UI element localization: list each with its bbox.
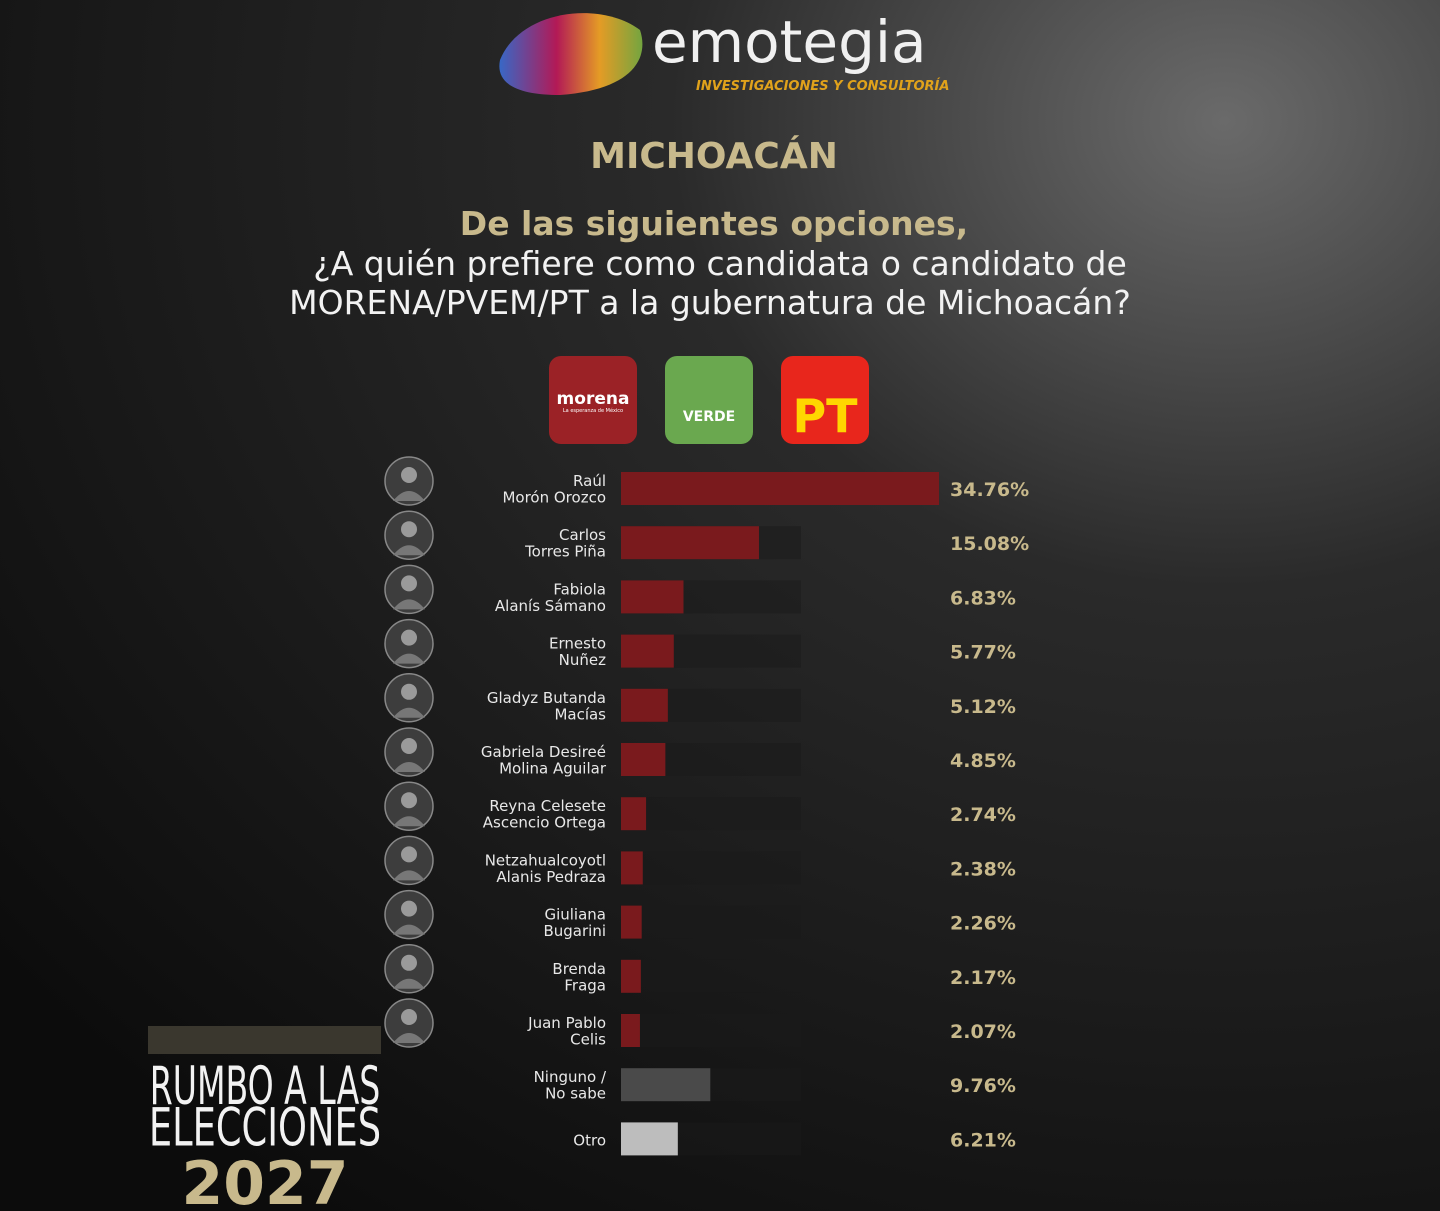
value-label: 34.76% bbox=[950, 479, 1029, 501]
avatar-head bbox=[401, 629, 417, 646]
bar bbox=[621, 905, 642, 939]
question-line: ¿A quién prefiere como candidata o candi… bbox=[313, 244, 1127, 283]
category-label: Alanís Sámano bbox=[495, 597, 606, 615]
avatar-body bbox=[393, 599, 425, 610]
footer-band bbox=[148, 1026, 381, 1054]
party-logo bbox=[549, 356, 637, 444]
avatar-body bbox=[393, 1033, 425, 1043]
avatar-body bbox=[393, 924, 425, 935]
category-label: Ascencio Ortega bbox=[483, 814, 606, 832]
category-label: No sabe bbox=[545, 1085, 606, 1103]
brand: emotegia bbox=[652, 8, 927, 76]
bar-track bbox=[621, 797, 801, 831]
avatar-body bbox=[393, 707, 425, 718]
value-label: 15.08% bbox=[950, 533, 1029, 555]
bar-track bbox=[621, 1014, 801, 1047]
category-label: Bugarini bbox=[543, 922, 606, 940]
avatar-head bbox=[401, 954, 417, 971]
party-logo bbox=[781, 356, 869, 444]
category-label: Reyna Celesete bbox=[489, 797, 606, 815]
avatar-body bbox=[393, 978, 425, 989]
category-label: Otro bbox=[573, 1131, 606, 1149]
bar bbox=[621, 1068, 711, 1102]
party-name: VERDE bbox=[683, 409, 735, 425]
category-label: Juan Pablo bbox=[527, 1014, 606, 1032]
category-label: Gabriela Desireé bbox=[481, 743, 606, 761]
party-logo bbox=[665, 356, 753, 444]
category-label: Netzahualcoyotl bbox=[485, 851, 606, 869]
category-label: Brenda bbox=[552, 960, 606, 978]
avatar-head bbox=[401, 1009, 417, 1025]
avatar-head bbox=[401, 683, 417, 700]
category-label: Fraga bbox=[564, 976, 606, 994]
category-label: Morón Orozco bbox=[502, 489, 606, 507]
avatar-body bbox=[393, 870, 425, 881]
value-label: 2.26% bbox=[950, 913, 1016, 935]
value-label: 2.17% bbox=[950, 967, 1016, 989]
category-label: Ernesto bbox=[549, 635, 606, 653]
value-label: 2.74% bbox=[950, 804, 1016, 826]
value-label: 2.38% bbox=[950, 858, 1016, 880]
avatar-body bbox=[393, 545, 425, 556]
footer-year: 2027 bbox=[182, 1149, 349, 1211]
avatar-body bbox=[393, 816, 425, 827]
bar bbox=[621, 526, 759, 560]
party-name: morena bbox=[557, 389, 630, 409]
avatar-body bbox=[393, 491, 425, 501]
bar bbox=[621, 472, 940, 505]
category-label: Fabiola bbox=[553, 580, 606, 598]
bar bbox=[621, 634, 674, 668]
avatar-head bbox=[401, 575, 417, 592]
avatar-body bbox=[393, 653, 425, 664]
avatar-head bbox=[401, 900, 417, 917]
category-label: Raúl bbox=[573, 472, 606, 490]
question-line: MORENA/PVEM/PT a la gubernatura de Micho… bbox=[289, 283, 1131, 322]
category-label: Gladyz Butanda bbox=[487, 689, 606, 707]
party-name: PT bbox=[792, 389, 858, 443]
bar-track bbox=[621, 851, 801, 885]
value-label: 9.76% bbox=[950, 1075, 1016, 1097]
avatar-head bbox=[401, 792, 417, 809]
party-sub: La esperanza de México bbox=[563, 407, 623, 414]
bar bbox=[621, 1014, 640, 1047]
bar bbox=[621, 797, 647, 831]
bar-track bbox=[621, 905, 801, 939]
category-label: Ninguno / bbox=[534, 1068, 607, 1086]
category-label: Macías bbox=[554, 705, 606, 723]
category-label: Nuñez bbox=[559, 651, 606, 669]
avatar-head bbox=[401, 521, 417, 538]
region: MICHOACÁN bbox=[590, 135, 838, 177]
bar bbox=[621, 580, 684, 614]
footer-line: ELECCIONES bbox=[149, 1097, 381, 1159]
value-label: 5.77% bbox=[950, 642, 1016, 664]
footer-line: RUMBO A LAS bbox=[150, 1055, 380, 1117]
value-label: 6.83% bbox=[950, 587, 1016, 609]
bar bbox=[621, 959, 641, 993]
bar bbox=[621, 1122, 678, 1156]
avatar-head bbox=[401, 467, 417, 483]
category-label: Alanis Pedraza bbox=[496, 868, 606, 886]
category-label: Giuliana bbox=[544, 906, 606, 924]
category-label: Molina Aguilar bbox=[499, 760, 607, 778]
logo-mark bbox=[499, 13, 643, 95]
avatar-body bbox=[393, 762, 425, 772]
question-line: De las siguientes opciones, bbox=[460, 204, 968, 243]
value-label: 2.07% bbox=[950, 1021, 1016, 1043]
bar bbox=[621, 743, 666, 776]
category-label: Celis bbox=[570, 1031, 606, 1049]
category-label: Carlos bbox=[559, 526, 606, 544]
value-label: 6.21% bbox=[950, 1129, 1016, 1151]
value-label: 4.85% bbox=[950, 750, 1016, 772]
avatar-head bbox=[401, 738, 417, 754]
category-label: Torres Piña bbox=[524, 543, 606, 561]
value-label: 5.12% bbox=[950, 696, 1016, 718]
bar bbox=[621, 851, 643, 885]
avatar-head bbox=[401, 846, 417, 863]
bar bbox=[621, 688, 668, 722]
bar-track bbox=[621, 959, 801, 993]
tagline: INVESTIGACIONES Y CONSULTORÍA bbox=[696, 78, 949, 94]
